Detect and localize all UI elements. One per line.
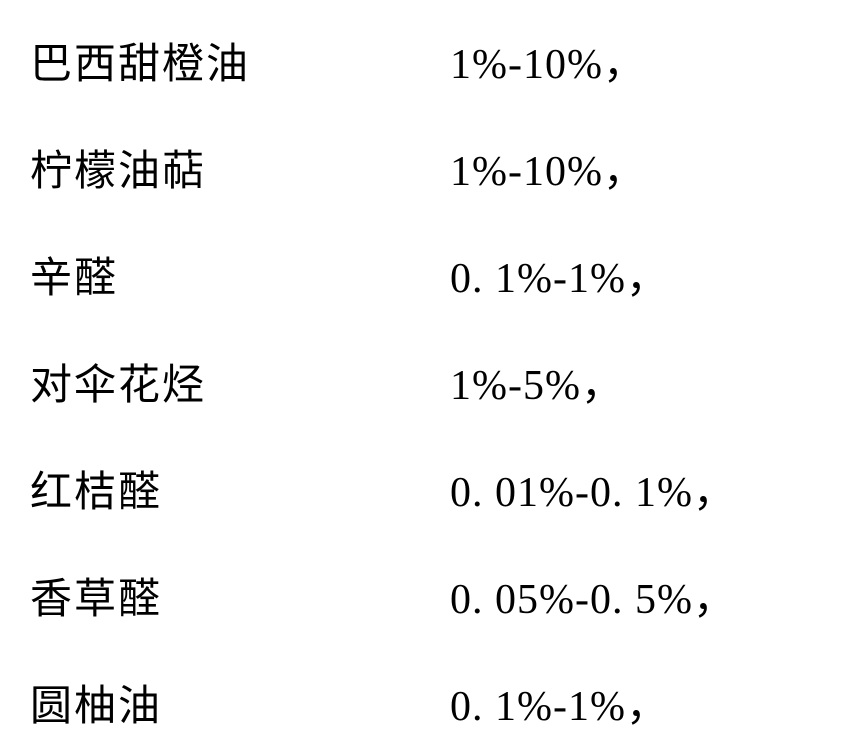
ingredient-label: 香草醛 bbox=[30, 565, 450, 626]
ingredient-value: 0. 01%-0. 1%， bbox=[450, 458, 736, 519]
table-row: 圆柚油 0. 1%-1%， bbox=[30, 672, 832, 733]
ingredient-value: 0. 1%-1%， bbox=[450, 244, 669, 305]
ingredient-table: 巴西甜橙油 1%-10%， 柠檬油萜 1%-10%， 辛醛 0. 1%-1%， … bbox=[0, 0, 862, 733]
ingredient-value: 1%-10%， bbox=[450, 137, 646, 198]
ingredient-value: 1%-5%， bbox=[450, 351, 624, 412]
ingredient-label: 巴西甜橙油 bbox=[30, 30, 450, 91]
ingredient-value: 1%-10%， bbox=[450, 30, 646, 91]
table-row: 红桔醛 0. 01%-0. 1%， bbox=[30, 458, 832, 519]
ingredient-label: 柠檬油萜 bbox=[30, 137, 450, 198]
table-row: 对伞花烃 1%-5%， bbox=[30, 351, 832, 412]
ingredient-value: 0. 1%-1%， bbox=[450, 672, 669, 733]
table-row: 柠檬油萜 1%-10%， bbox=[30, 137, 832, 198]
table-row: 巴西甜橙油 1%-10%， bbox=[30, 30, 832, 91]
ingredient-label: 红桔醛 bbox=[30, 458, 450, 519]
ingredient-label: 辛醛 bbox=[30, 244, 450, 305]
table-row: 香草醛 0. 05%-0. 5%， bbox=[30, 565, 832, 626]
ingredient-label: 对伞花烃 bbox=[30, 351, 450, 412]
ingredient-label: 圆柚油 bbox=[30, 672, 450, 733]
ingredient-value: 0. 05%-0. 5%， bbox=[450, 565, 736, 626]
table-row: 辛醛 0. 1%-1%， bbox=[30, 244, 832, 305]
